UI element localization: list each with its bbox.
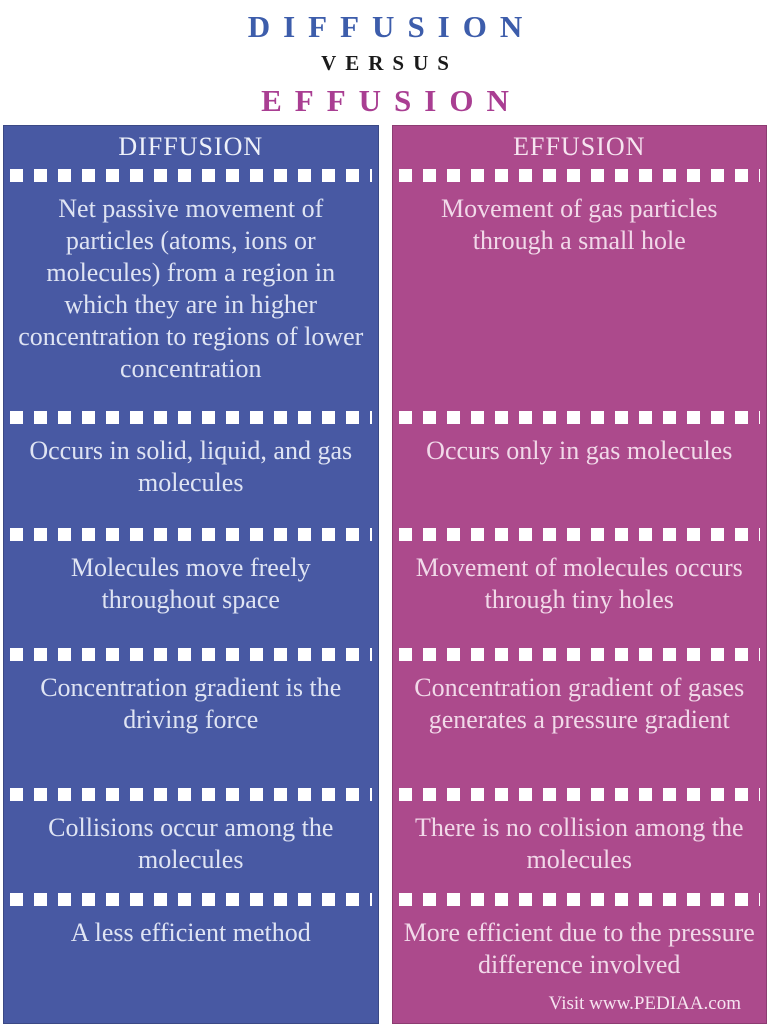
effusion-definition-cell: Movement of gas particles through a smal… — [440, 194, 718, 255]
dashed-separator — [10, 527, 372, 541]
dashed-separator — [398, 527, 760, 541]
dashed-separator — [10, 410, 372, 424]
title-connector-versus: VERSUS — [321, 51, 458, 75]
dashed-separator — [398, 168, 760, 182]
effusion-column-header: EFFUSION — [513, 131, 646, 161]
diffusion-efficiency-cell: A less efficient method — [3, 906, 379, 1024]
diffusion-column: DIFFUSION Net passive movement of partic… — [3, 125, 379, 1024]
diffusion-column-header: DIFFUSION — [118, 131, 264, 161]
dashed-separator — [398, 410, 760, 424]
effusion-efficiency-text: More efficient due to the pressure diffe… — [403, 918, 755, 979]
dashed-separator — [398, 892, 760, 906]
dashed-separator — [398, 647, 760, 661]
effusion-efficiency-cell: More efficient due to the pressure diffe… — [392, 906, 768, 1024]
diffusion-gradient-cell: Concentration gradient is the driving fo… — [40, 673, 342, 734]
effusion-occurrence-cell: Occurs only in gas molecules — [426, 436, 733, 465]
pediaa-credit: Visit www.PEDIAA.com — [548, 993, 741, 1014]
diffusion-movement-cell: Molecules move freely throughout space — [70, 553, 311, 614]
dashed-separator — [10, 892, 372, 906]
title-word-diffusion: DIFFUSION — [247, 9, 536, 44]
title-block: DIFFUSION VERSUS EFFUSION — [0, 0, 770, 125]
effusion-column: EFFUSION Movement of gas particles throu… — [391, 125, 768, 1024]
effusion-collision-cell: There is no collision among the molecule… — [414, 813, 744, 874]
diffusion-efficiency-text: A less efficient method — [70, 918, 311, 947]
dashed-separator — [398, 787, 760, 801]
diffusion-collision-cell: Collisions occur among the molecules — [48, 813, 334, 874]
title-word-effusion: EFFUSION — [261, 83, 522, 118]
dashed-separator — [10, 647, 372, 661]
dashed-separator — [10, 168, 372, 182]
effusion-movement-cell: Movement of molecules occurs through tin… — [415, 553, 743, 614]
diffusion-definition-cell: Net passive movement of particles (atoms… — [18, 194, 364, 383]
dashed-separator — [10, 787, 372, 801]
comparison-table: DIFFUSION Net passive movement of partic… — [0, 125, 770, 1024]
effusion-gradient-cell: Concentration gradient of gases generate… — [414, 673, 745, 734]
diffusion-occurrence-cell: Occurs in solid, liquid, and gas molecul… — [29, 436, 353, 497]
